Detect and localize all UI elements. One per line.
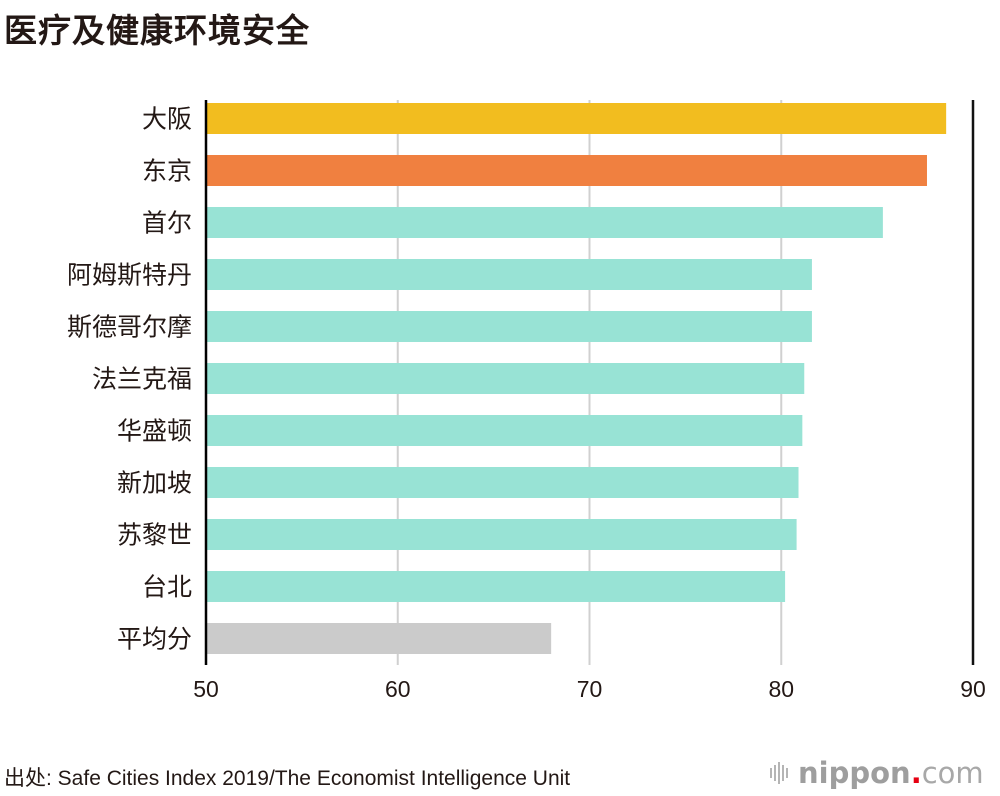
category-label: 平均分 <box>117 625 192 654</box>
category-label: 台北 <box>142 573 192 602</box>
category-label: 东京 <box>142 157 192 186</box>
category-label: 大阪 <box>142 105 192 134</box>
x-tick-label: 50 <box>193 676 219 702</box>
category-label: 斯德哥尔摩 <box>67 313 192 342</box>
bar <box>206 467 799 498</box>
category-label: 法兰克福 <box>92 365 192 394</box>
x-tick-label: 90 <box>960 676 986 702</box>
bar <box>206 415 803 446</box>
logo-dot: . <box>910 756 922 790</box>
category-label: 新加坡 <box>117 469 192 498</box>
category-label: 苏黎世 <box>117 521 192 550</box>
x-tick-labels: 50 60 70 80 90 <box>193 676 986 702</box>
bar <box>206 259 812 290</box>
bar <box>206 363 805 394</box>
x-tick-label: 60 <box>385 676 411 702</box>
nippon-logo: nippon.com <box>770 755 984 791</box>
bar <box>206 571 786 602</box>
logo-suffix: com <box>921 756 984 790</box>
logo-brand: nippon <box>798 756 911 790</box>
bars <box>206 103 947 654</box>
sound-wave-icon <box>770 762 788 784</box>
bar <box>206 623 552 654</box>
bar <box>206 207 883 238</box>
bar <box>206 519 797 550</box>
source-note: 出处: Safe Cities Index 2019/The Economist… <box>4 767 571 790</box>
chart-title: 医疗及健康环境安全 <box>4 11 310 50</box>
x-tick-label: 70 <box>577 676 603 702</box>
category-label: 阿姆斯特丹 <box>67 261 192 290</box>
bar <box>206 311 812 342</box>
category-label: 首尔 <box>142 209 192 238</box>
x-tick-label: 80 <box>768 676 794 702</box>
category-label: 华盛顿 <box>117 417 192 446</box>
bar <box>206 103 947 134</box>
bar <box>206 155 927 186</box>
